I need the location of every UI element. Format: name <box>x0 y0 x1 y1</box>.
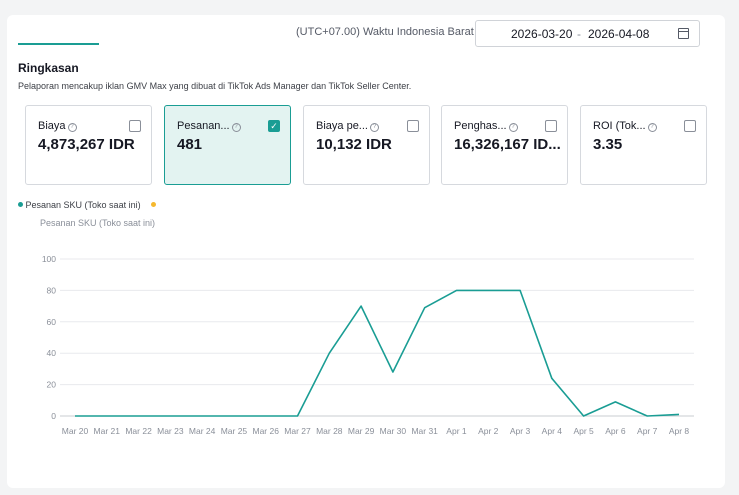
metric-label: Pesanan...? <box>177 120 241 132</box>
y-tick-label: 100 <box>42 254 56 264</box>
metric-checkbox-checked[interactable]: ✓ <box>268 120 280 132</box>
section-subtitle: Pelaporan mencakup iklan GMV Max yang di… <box>18 81 412 91</box>
section-title: Ringkasan <box>18 61 79 75</box>
calendar-icon <box>678 28 689 39</box>
y-tick-label: 0 <box>51 411 56 421</box>
legend-dot-secondary <box>151 202 157 207</box>
date-separator: - <box>577 27 581 41</box>
help-icon[interactable]: ? <box>231 123 241 132</box>
metric-label: Penghas...? <box>454 120 518 132</box>
metric-checkbox[interactable] <box>407 120 419 132</box>
help-icon[interactable]: ? <box>67 123 77 132</box>
x-tick-label: Apr 6 <box>605 426 626 436</box>
x-tick-label: Apr 7 <box>637 426 658 436</box>
x-tick-label: Mar 25 <box>221 426 248 436</box>
y-axis-title: Pesanan SKU (Toko saat ini) <box>40 218 156 228</box>
metric-value: 481 <box>177 136 203 153</box>
x-tick-label: Apr 8 <box>669 426 690 436</box>
x-tick-label: Mar 31 <box>411 426 438 436</box>
help-icon[interactable]: ? <box>647 123 657 132</box>
x-tick-label: Apr 2 <box>478 426 499 436</box>
x-tick-label: Mar 26 <box>253 426 280 436</box>
metric-label: Biaya? <box>38 120 77 132</box>
y-tick-label: 60 <box>47 317 57 327</box>
y-tick-label: 40 <box>47 348 57 358</box>
y-tick-label: 20 <box>47 380 57 390</box>
active-tab-indicator <box>18 43 99 45</box>
series-line <box>75 289 680 417</box>
metric-card-orders[interactable]: Pesanan...? 481 ✓ <box>164 105 291 185</box>
metric-value: 16,326,167 ID... <box>454 136 561 153</box>
x-tick-label: Mar 22 <box>125 426 152 436</box>
metric-card-roi[interactable]: ROI (Tok...? 3.35 <box>580 105 707 185</box>
metric-value: 10,132 IDR <box>316 136 392 153</box>
x-tick-label: Mar 20 <box>62 426 89 436</box>
x-tick-label: Mar 21 <box>94 426 121 436</box>
x-tick-label: Apr 3 <box>510 426 531 436</box>
x-tick-label: Mar 23 <box>157 426 184 436</box>
timezone-label: (UTC+07.00) Waktu Indonesia Barat <box>296 26 474 38</box>
metric-checkbox[interactable] <box>684 120 696 132</box>
chart-legend: Pesanan SKU (Toko saat ini) <box>18 200 157 210</box>
metric-card-cost[interactable]: Biaya? 4,873,267 IDR <box>25 105 152 185</box>
date-range-picker[interactable]: 2026-03-20 - 2026-04-08 <box>475 20 700 47</box>
summary-panel <box>7 15 725 488</box>
x-tick-label: Mar 24 <box>189 426 216 436</box>
x-tick-label: Mar 29 <box>348 426 375 436</box>
x-tick-label: Apr 5 <box>573 426 594 436</box>
metric-value: 3.35 <box>593 136 623 153</box>
date-start: 2026-03-20 <box>511 27 573 41</box>
date-end: 2026-04-08 <box>588 27 650 41</box>
y-tick-label: 80 <box>47 285 57 295</box>
x-tick-label: Apr 1 <box>446 426 467 436</box>
metric-checkbox[interactable] <box>545 120 557 132</box>
x-tick-label: Mar 27 <box>284 426 311 436</box>
metric-value: 4,873,267 IDR <box>38 136 135 153</box>
help-icon[interactable]: ? <box>508 123 518 132</box>
legend-series-label[interactable]: Pesanan SKU (Toko saat ini) <box>25 200 141 210</box>
x-tick-label: Mar 30 <box>380 426 407 436</box>
legend-dot-series <box>18 202 23 207</box>
metric-checkbox[interactable] <box>129 120 141 132</box>
help-icon[interactable]: ? <box>369 123 379 132</box>
x-tick-label: Mar 28 <box>316 426 343 436</box>
metric-label: ROI (Tok...? <box>593 120 657 132</box>
x-tick-label: Apr 4 <box>542 426 563 436</box>
metric-label: Biaya pe...? <box>316 120 379 132</box>
metric-card-revenue[interactable]: Penghas...? 16,326,167 ID... <box>441 105 568 185</box>
metric-card-cost-per-order[interactable]: Biaya pe...? 10,132 IDR <box>303 105 430 185</box>
